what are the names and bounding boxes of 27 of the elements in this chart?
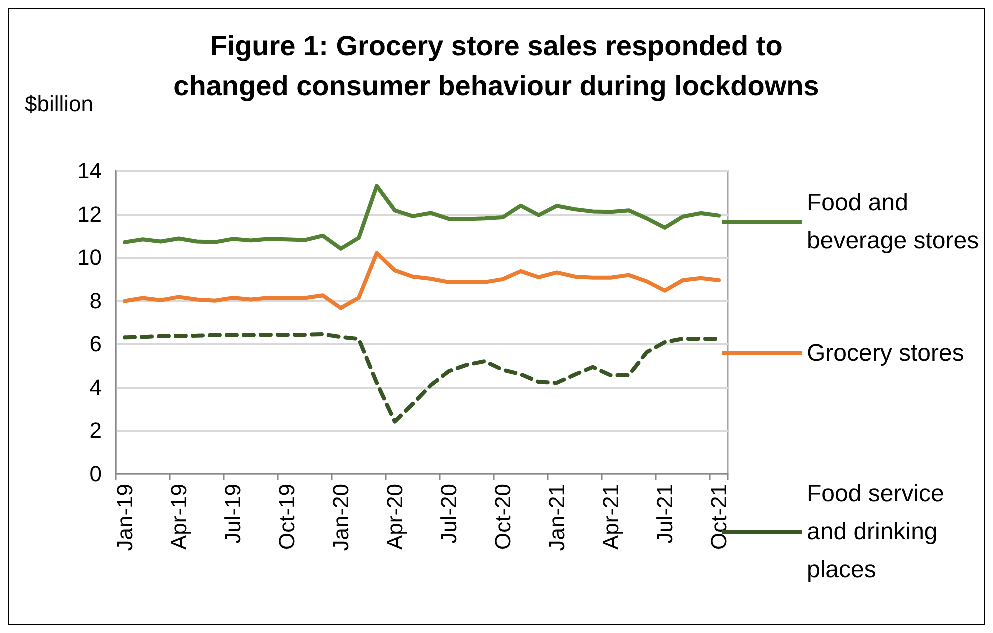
x-tick-label: Apr-19 [166,484,192,550]
y-axis-title: $billion [25,92,94,116]
x-tick-label: Apr-21 [598,484,624,550]
line-series [123,184,721,251]
x-tick-label: Jan-21 [544,484,570,552]
chart-title: Figure 1: Grocery store sales responded to changed consumer behaviour during lockdowns [174,30,820,102]
x-tick-label: Oct-21 [706,484,732,550]
x-tick-label: Jul-20 [436,484,462,544]
line-series [123,251,721,310]
x-tick-label: Jul-21 [652,484,678,544]
x-tick-label: Jul-19 [220,484,246,544]
legend-label: Food service and drinking places [807,480,952,584]
x-tick-label: Oct-19 [274,484,300,550]
legend-label: Grocery stores [807,340,964,367]
y-tick-label: 12 [78,202,102,227]
x-tick-label: Oct-20 [490,484,516,550]
x-tick-label: Jan-20 [328,484,354,552]
y-tick-label: 6 [90,332,102,357]
y-tick-label: 4 [90,374,102,400]
y-tick-label: 0 [90,462,102,486]
y-tick-label: 10 [78,245,102,270]
legend-label: Food and beverage stores [807,190,980,254]
y-tick-label: 2 [90,418,102,444]
x-tick-label: Jan-19 [112,484,138,552]
y-tick-label: 8 [90,288,102,314]
x-tick-label: Apr-20 [382,484,408,550]
y-tick-label: 14 [78,158,102,184]
